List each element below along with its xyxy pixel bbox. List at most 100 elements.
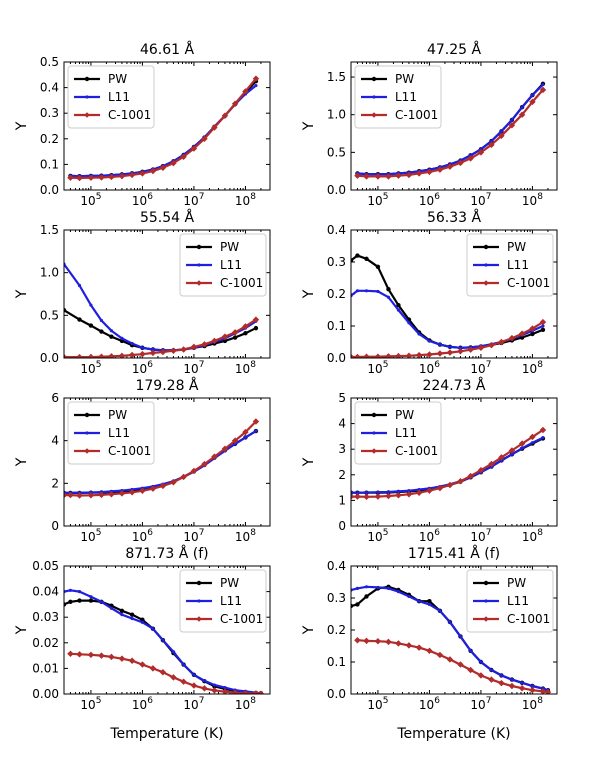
x-tick-label: 108 — [522, 696, 543, 712]
data-point-L11 — [364, 490, 369, 495]
data-point-PW — [364, 594, 369, 599]
data-point-C-1001 — [488, 141, 495, 149]
data-point-L11 — [458, 346, 463, 350]
data-point-C-1001 — [242, 88, 249, 95]
data-point-L11 — [120, 336, 124, 340]
data-point-C-1001 — [108, 490, 115, 498]
legend-box — [179, 569, 267, 633]
y-tick-label: 0.5 — [40, 308, 59, 322]
data-point-C-1001 — [477, 149, 485, 156]
y-tick-label: 0.2 — [327, 287, 346, 301]
data-point-C-1001 — [467, 155, 474, 162]
y-tick-label: 5 — [338, 391, 346, 405]
data-point-C-1001 — [363, 637, 370, 645]
legend-label: PW — [395, 72, 414, 86]
data-point-C-1001 — [190, 145, 198, 152]
data-point-C-1001 — [108, 173, 115, 181]
x-tick-label: 108 — [235, 360, 256, 376]
data-point-C-1001 — [180, 473, 187, 481]
legend-label: PW — [108, 72, 127, 86]
legend-label: L11 — [108, 90, 130, 104]
data-point-C-1001 — [128, 657, 136, 664]
data-point-C-1001 — [374, 493, 382, 500]
data-point-C-1001 — [87, 174, 95, 181]
data-point-C-1001 — [498, 132, 505, 140]
legend-marker — [197, 263, 201, 267]
x-tick-label: 107 — [183, 360, 204, 376]
legend-label: C-1001 — [507, 612, 550, 626]
subplot-5: 179.28 Å 0 2 4 6 105 106 107 108 Y PW L11 C-1001 — [14, 377, 271, 544]
data-point-C-1001 — [201, 135, 208, 143]
y-axis-label: Y — [301, 289, 317, 299]
legend-marker — [483, 616, 489, 622]
data-point-C-1001 — [257, 690, 265, 694]
legend-marker — [196, 244, 202, 250]
axes-frame — [63, 61, 271, 191]
x-tick-label: 106 — [132, 696, 153, 712]
subplot-1: 46.61 Å 0.0 0.1 0.2 0.3 0.4 0.5 105 106 107 108 Y PW… — [14, 41, 271, 208]
data-point-PW — [64, 602, 67, 607]
data-point-C-1001 — [539, 318, 547, 326]
data-point-C-1001 — [467, 472, 474, 480]
data-point-C-1001 — [221, 445, 229, 452]
data-point-C-1001 — [354, 353, 361, 358]
x-tick-label: 108 — [522, 192, 543, 208]
plot-area — [64, 418, 260, 499]
y-axis-label: Y — [14, 121, 30, 131]
y-tick-label: 0 — [51, 519, 59, 533]
data-point-L11 — [407, 489, 411, 493]
data-point-PW — [99, 329, 104, 334]
data-point-L11 — [417, 599, 421, 603]
data-point-C-1001 — [477, 466, 485, 474]
y-tick-label: 0.05 — [32, 559, 59, 573]
x-tick-label: 105 — [80, 696, 101, 712]
data-point-C-1001 — [128, 171, 136, 179]
data-point-L11 — [140, 346, 145, 350]
data-point-L11 — [541, 436, 545, 440]
data-point-PW — [427, 599, 432, 604]
x-tick-label: 106 — [419, 192, 440, 208]
subplot-title: 224.73 Å — [422, 377, 485, 394]
data-point-C-1001 — [170, 479, 177, 486]
data-point-L11 — [386, 295, 391, 299]
data-point-C-1001 — [446, 163, 454, 170]
y-tick-label: 0.0 — [327, 183, 346, 197]
plot-area — [64, 588, 265, 694]
data-point-C-1001 — [211, 337, 218, 345]
y-tick-label: 0.02 — [32, 636, 59, 650]
y-tick-label: 0.5 — [327, 145, 346, 159]
data-point-PW — [243, 331, 248, 336]
legend-marker — [484, 263, 488, 267]
data-point-PW — [355, 602, 360, 607]
data-point-L11 — [541, 324, 545, 328]
x-tick-label: 106 — [132, 360, 153, 376]
legend-box — [67, 401, 155, 465]
data-point-L11 — [417, 332, 421, 336]
y-tick-label: 1.0 — [327, 108, 346, 122]
data-point-C-1001 — [67, 174, 74, 181]
data-point-C-1001 — [118, 172, 126, 180]
data-point-C-1001 — [498, 338, 505, 346]
x-tick-label: 105 — [80, 528, 101, 544]
data-point-C-1001 — [180, 346, 187, 353]
data-point-C-1001 — [64, 353, 68, 358]
y-axis-label: Y — [301, 625, 317, 635]
y-tick-label: 0.2 — [327, 623, 346, 637]
data-point-PW — [232, 335, 238, 340]
x-tick-label: 105 — [367, 528, 388, 544]
data-point-C-1001 — [252, 418, 260, 425]
series-line-C-1001 — [357, 639, 549, 694]
data-point-C-1001 — [529, 686, 536, 694]
data-point-C-1001 — [385, 492, 392, 500]
data-point-L11 — [99, 318, 104, 323]
data-point-C-1001 — [457, 661, 464, 668]
data-point-L11 — [89, 303, 93, 307]
data-point-C-1001 — [508, 334, 516, 342]
legend-label: L11 — [395, 426, 417, 440]
legend-marker — [196, 580, 202, 586]
subplot-8: 1715.41 Å (f) 0.0 0.1 0.2 0.3 0.4 105 106 107 108… — [301, 545, 558, 712]
y-tick-label: 0 — [338, 519, 346, 533]
data-point-PW — [364, 256, 369, 261]
legend-label: L11 — [220, 594, 242, 608]
legend-label: PW — [108, 408, 127, 422]
